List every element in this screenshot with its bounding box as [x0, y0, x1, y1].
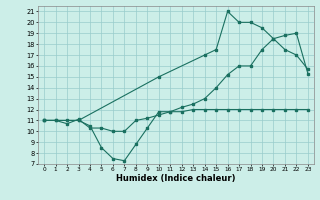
X-axis label: Humidex (Indice chaleur): Humidex (Indice chaleur): [116, 174, 236, 183]
